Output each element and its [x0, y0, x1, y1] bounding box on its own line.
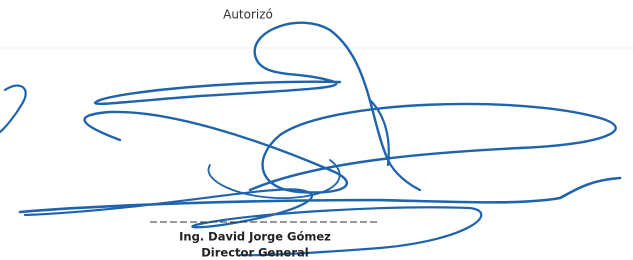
signatory-position: Director General: [201, 246, 308, 260]
page: Autorizó Ing. David Jorge Gómez Director…: [0, 0, 633, 260]
title: Autorizó: [223, 8, 273, 22]
signature: [0, 23, 620, 256]
signature-block: Autorizó Ing. David Jorge Gómez Director…: [0, 0, 633, 260]
signatory-name: Ing. David Jorge Gómez: [179, 230, 331, 244]
